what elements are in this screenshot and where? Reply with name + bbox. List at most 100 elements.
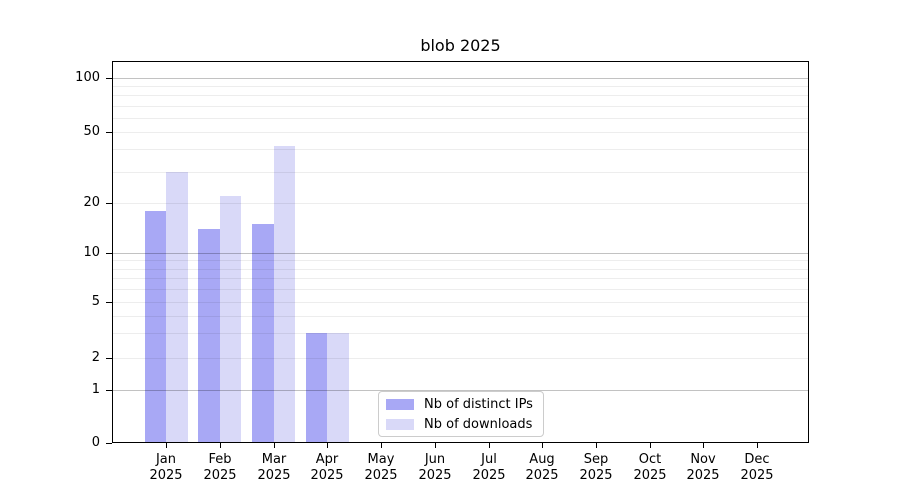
legend-item-nb-of-downloads: Nb of downloads [386,417,543,432]
x-tick-mark-sep [596,443,597,448]
x-tick-year: 2025 [257,468,291,483]
x-tick-year: 2025 [579,468,613,483]
x-tick-mark-jun [435,443,436,448]
x-tick-label-jan: Jan 2025 [134,452,198,484]
bar-nb-of-distinct-ips-mar [252,224,274,442]
x-tick-month: Oct [638,452,662,467]
minor-gridline-30 [113,172,808,173]
minor-gridline-9 [113,260,808,261]
x-tick-label-nov: Nov 2025 [671,452,735,484]
x-tick-month: Jan [155,452,177,467]
x-tick-mark-mar [274,443,275,448]
y-tick-mark-100 [106,78,112,79]
x-tick-year: 2025 [740,468,774,483]
x-tick-mark-oct [650,443,651,448]
x-tick-month: Mar [261,452,287,467]
legend-item-nb-of-distinct-ips: Nb of distinct IPs [386,397,543,412]
x-tick-label-aug: Aug 2025 [510,452,574,484]
x-tick-month: Feb [208,452,232,467]
x-tick-mark-may [381,443,382,448]
minor-gridline-20 [113,203,808,204]
x-tick-year: 2025 [633,468,667,483]
minor-gridline-5 [113,302,808,303]
x-tick-year: 2025 [364,468,398,483]
x-tick-mark-jul [489,443,490,448]
y-tick-label-1: 1 [91,382,100,397]
y-tick-label-5: 5 [91,294,100,309]
legend-swatch-nb-of-downloads [386,418,414,430]
y-tick-mark-2 [106,358,112,359]
major-gridline-1 [113,390,808,391]
minor-gridline-90 [113,86,808,87]
bar-nb-of-downloads-mar [273,146,296,442]
bar-nb-of-downloads-jan [166,172,188,442]
x-tick-label-may: May 2025 [349,452,413,484]
y-tick-mark-20 [106,203,112,204]
y-tick-label-2: 2 [91,350,100,365]
x-tick-year: 2025 [686,468,720,483]
y-tick-label-20: 20 [83,195,100,210]
x-tick-month: Nov [690,452,716,467]
bar-nb-of-distinct-ips-feb [198,229,220,442]
x-tick-year: 2025 [149,468,183,483]
y-tick-mark-10 [106,253,112,254]
minor-gridline-3 [113,333,808,334]
x-tick-label-apr: Apr 2025 [295,452,359,484]
major-gridline-10 [113,253,808,254]
x-tick-month: Apr [315,452,339,467]
minor-gridline-8 [113,269,808,270]
minor-gridline-70 [113,106,808,107]
x-tick-month: Jul [481,452,497,467]
x-tick-mark-feb [220,443,221,448]
bar-nb-of-distinct-ips-jan [144,211,167,442]
legend-swatch-nb-of-distinct-ips [386,398,414,410]
x-tick-mark-dec [757,443,758,448]
y-tick-label-100: 100 [75,70,100,85]
x-tick-mark-apr [327,443,328,448]
x-tick-year: 2025 [203,468,237,483]
major-gridline-100 [113,78,808,79]
legend-label: Nb of downloads [424,416,533,432]
y-tick-mark-5 [106,302,112,303]
x-tick-label-mar: Mar 2025 [242,452,306,484]
minor-gridline-80 [113,95,808,96]
y-tick-mark-50 [106,132,112,133]
x-tick-label-jun: Jun 2025 [403,452,467,484]
x-tick-year: 2025 [418,468,452,483]
bar-nb-of-distinct-ips-apr [305,333,328,442]
x-tick-month: May [367,452,395,467]
minor-gridline-4 [113,316,808,317]
minor-gridline-50 [113,132,808,133]
x-tick-month: Dec [744,452,770,467]
y-tick-mark-1 [106,390,112,391]
x-tick-mark-jan [166,443,167,448]
bar-nb-of-downloads-apr [327,333,349,442]
legend: Nb of distinct IPs Nb of downloads [378,391,544,437]
y-tick-mark-0 [106,443,112,444]
chart-title: blob 2025 [420,36,501,55]
x-tick-year: 2025 [472,468,506,483]
minor-gridline-2 [113,358,808,359]
y-tick-label-10: 10 [83,245,100,260]
minor-gridline-40 [113,149,808,150]
x-tick-month: Jun [424,452,446,467]
minor-gridline-60 [113,118,808,119]
y-tick-label-50: 50 [83,124,100,139]
minor-gridline-7 [113,278,808,279]
x-tick-month: Aug [529,452,555,467]
x-tick-label-feb: Feb 2025 [188,452,252,484]
x-tick-label-jul: Jul 2025 [457,452,521,484]
x-tick-month: Sep [583,452,609,467]
x-tick-label-dec: Dec 2025 [725,452,789,484]
y-tick-label-0: 0 [91,435,100,450]
x-tick-year: 2025 [310,468,344,483]
bar-nb-of-downloads-feb [219,196,242,442]
legend-label: Nb of distinct IPs [424,396,533,412]
minor-gridline-6 [113,289,808,290]
x-tick-label-sep: Sep 2025 [564,452,628,484]
x-tick-label-oct: Oct 2025 [618,452,682,484]
x-tick-year: 2025 [525,468,559,483]
x-tick-mark-nov [703,443,704,448]
x-tick-mark-aug [542,443,543,448]
